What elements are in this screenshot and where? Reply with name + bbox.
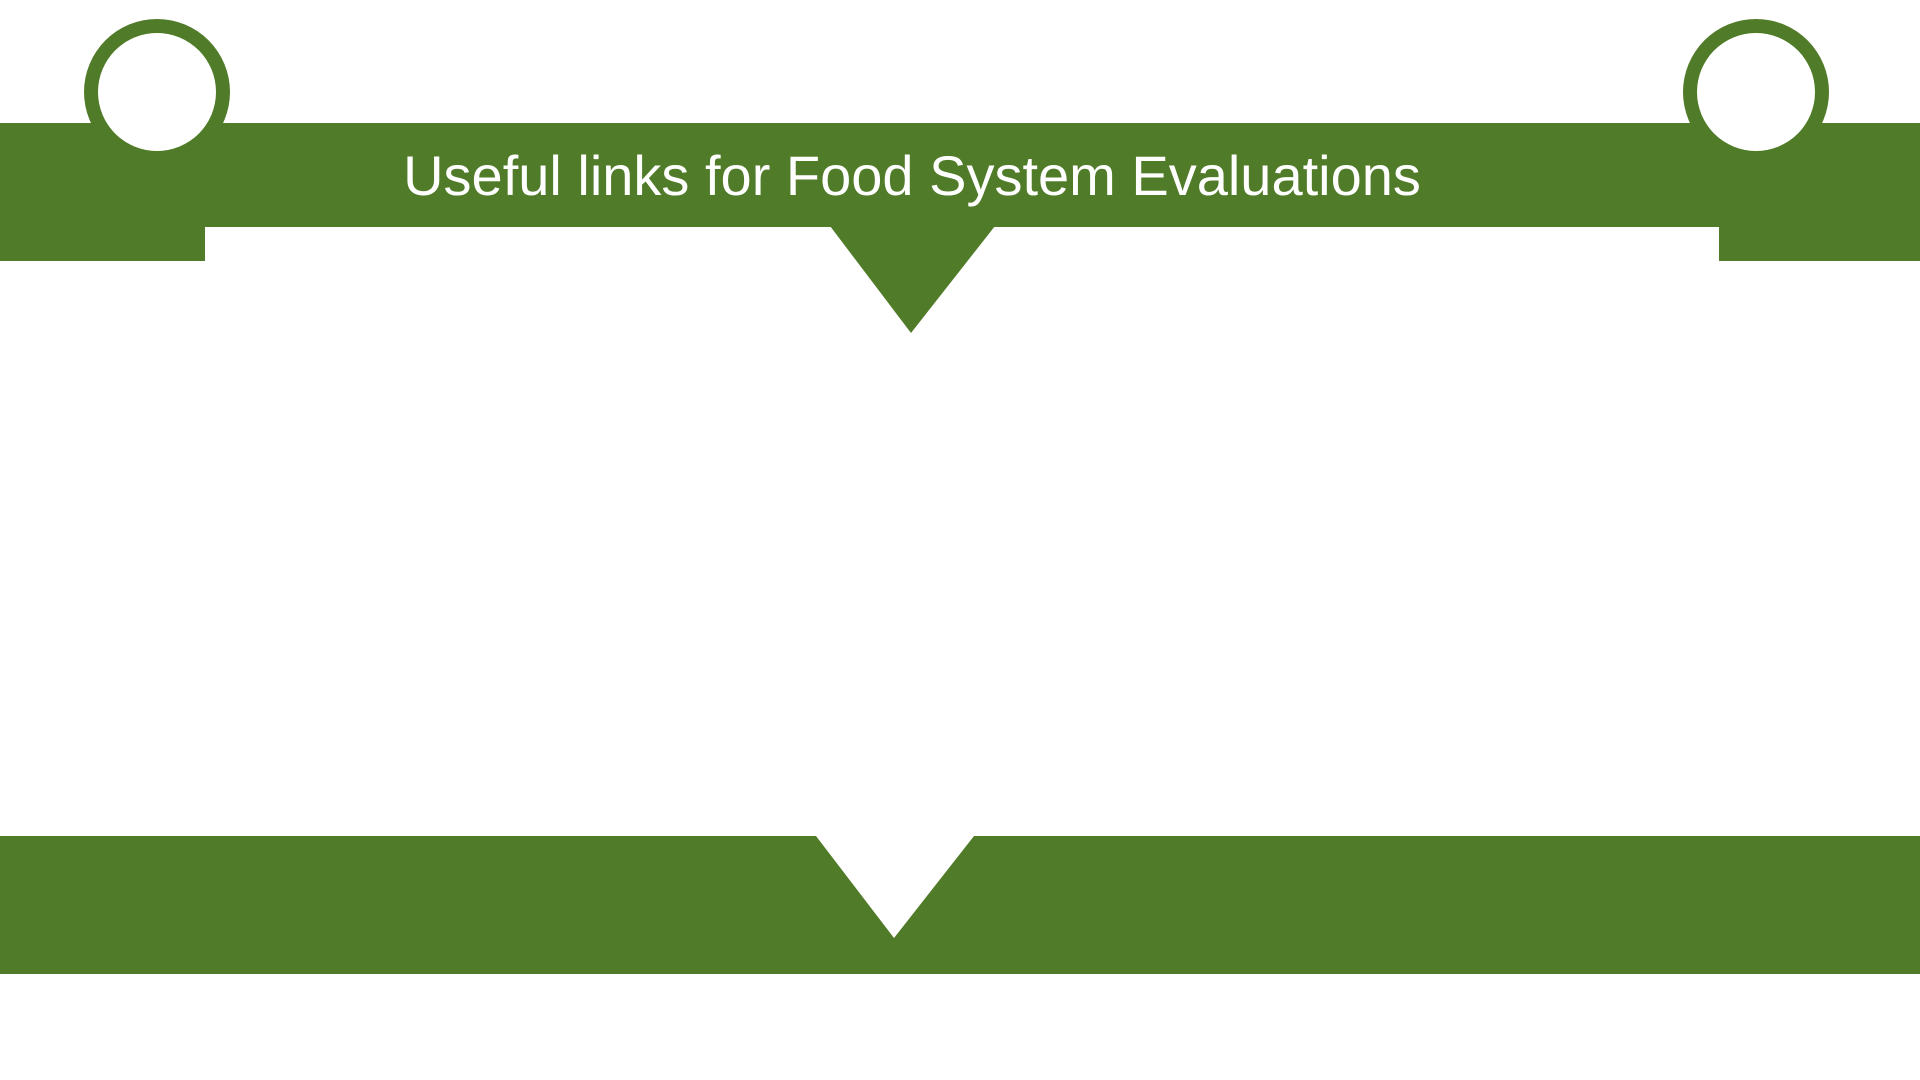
top-banner-band <box>0 123 1920 227</box>
top-banner-right-tab <box>1719 226 1920 261</box>
slide-title: Useful links for Food System Evaluations <box>403 144 1421 207</box>
left-ring-icon <box>84 19 230 165</box>
top-banner-left-tab <box>0 226 205 261</box>
bottom-banner <box>0 836 1920 974</box>
bottom-banner-band <box>0 836 1920 974</box>
top-banner <box>0 123 1920 333</box>
top-banner-pointer <box>830 226 995 333</box>
right-ring-icon <box>1683 19 1829 165</box>
